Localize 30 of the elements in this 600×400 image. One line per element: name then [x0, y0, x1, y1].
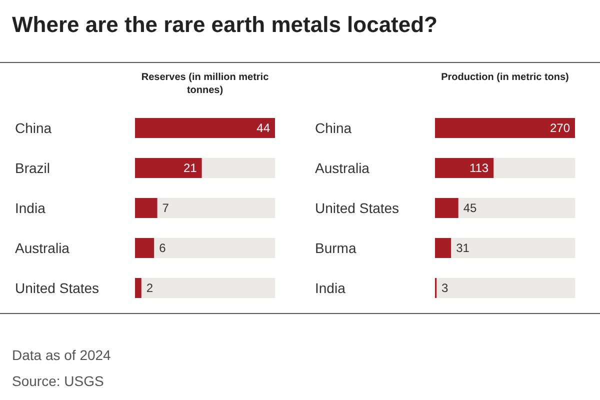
x-axis-title: Production (in metric tons)	[440, 71, 570, 84]
data-label: 45	[463, 201, 478, 215]
y-tick-label: Burma	[315, 240, 356, 256]
data-label: 6	[159, 241, 166, 255]
bar	[135, 198, 158, 218]
data-label: 7	[162, 201, 170, 215]
bar	[135, 238, 154, 258]
chart-title: Where are the rare earth metals located?	[12, 12, 438, 38]
x-axis-title: Reserves (in million metric tonnes)	[140, 71, 270, 97]
y-tick-label: China	[315, 120, 352, 136]
data-label: 44	[256, 121, 270, 135]
y-tick-label: United States	[315, 200, 400, 216]
data-label: 3	[442, 281, 449, 295]
y-tick-label: India	[315, 280, 346, 296]
y-tick-label: India	[15, 200, 46, 216]
data-label: 270	[550, 121, 570, 135]
text: Data as of 2024	[12, 346, 111, 365]
data-label: 113	[469, 161, 489, 175]
source-note: Source: USGS	[12, 372, 105, 391]
y-tick-label: China	[15, 120, 52, 136]
y-tick-label: Australia	[15, 240, 70, 256]
y-tick-label: United States	[15, 280, 100, 296]
bar	[435, 198, 458, 218]
data-label: 2	[146, 281, 154, 295]
data-label: 31	[456, 241, 470, 255]
y-tick-label: Australia	[315, 160, 370, 176]
bar	[435, 238, 452, 258]
y-tick-label: Brazil	[15, 160, 50, 176]
data-label: 21	[183, 161, 198, 175]
bar	[135, 278, 142, 298]
